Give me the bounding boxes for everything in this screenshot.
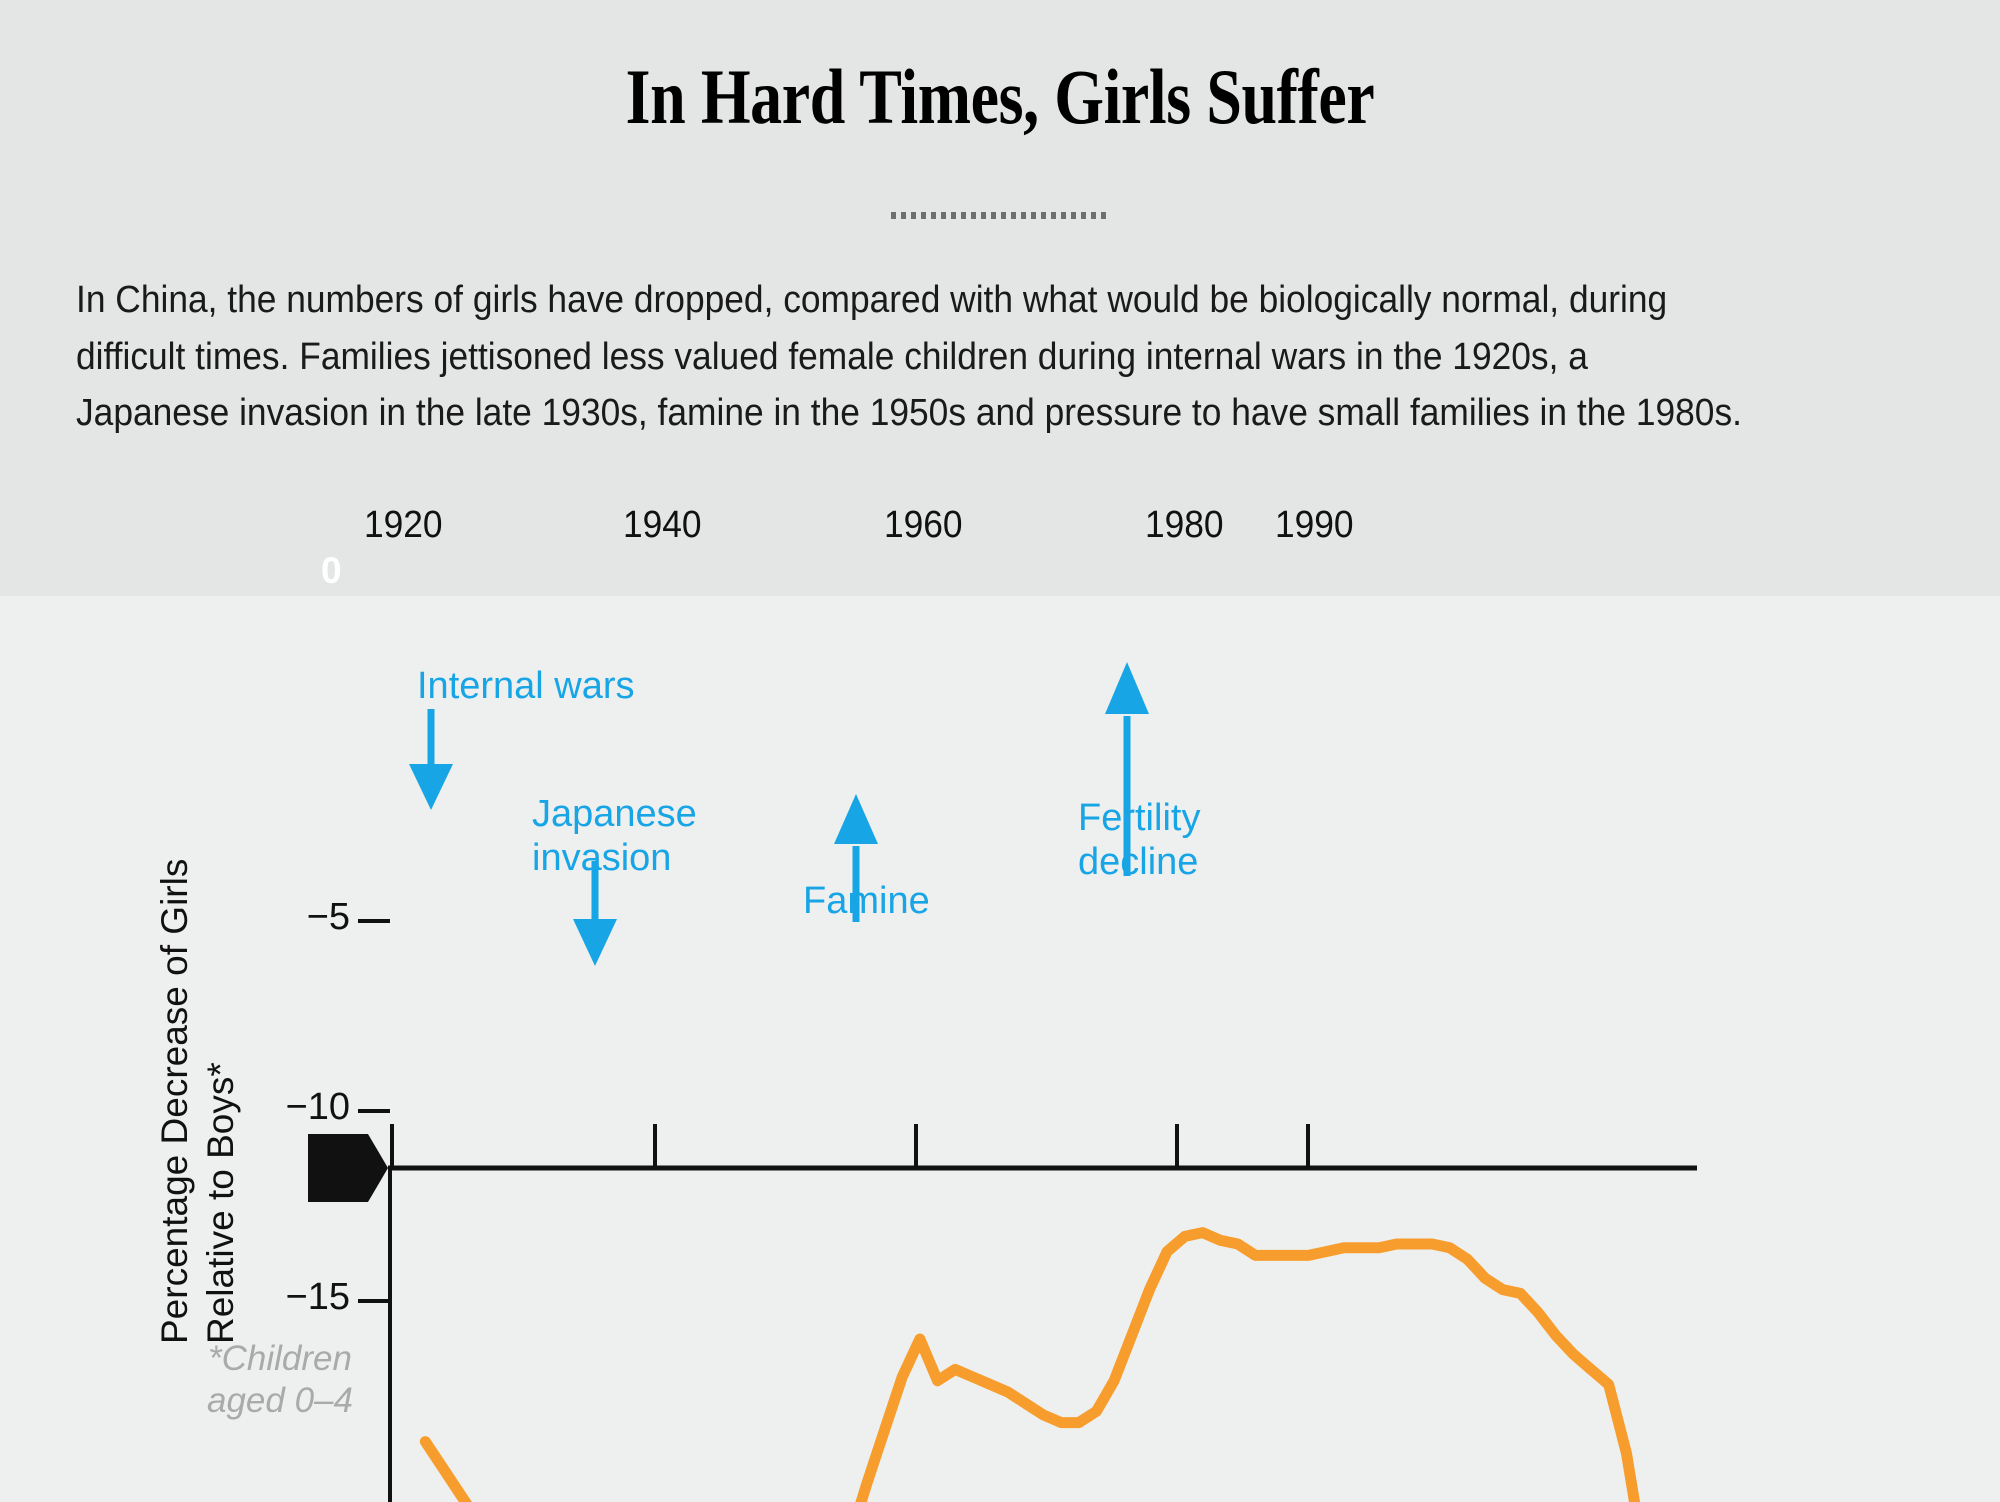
zero-pennant-icon — [308, 1134, 388, 1202]
footnote-line-1: *Children — [208, 1339, 352, 1378]
dotted-divider-icon — [891, 212, 1109, 219]
annotation-label-japanese-invasion: Japanese invasion — [532, 792, 697, 881]
annotation-label-fertility-decline-line-1: Fertility — [1078, 797, 1201, 839]
line-chart — [308, 662, 1697, 1502]
fertility-decline-arrow-icon — [1105, 662, 1149, 876]
footnote-line-2: aged 0–4 — [207, 1381, 353, 1420]
footnote: *Children aged 0–4 — [150, 1338, 410, 1422]
annotation-label-fertility-decline: Fertility decline — [1078, 796, 1200, 885]
data-series-line — [419, 1227, 1641, 1502]
annotation-label-fertility-decline-line-2: decline — [1078, 841, 1199, 884]
x-tick-label-1980: 1980 — [1144, 504, 1224, 546]
japanese-invasion-arrow-icon — [573, 861, 617, 966]
header-block: In Hard Times, Girls Suffer In China, th… — [0, 0, 2000, 596]
famine-arrow-icon — [834, 794, 878, 922]
y-tick-label-minus10: −10 — [285, 1086, 350, 1128]
internal-wars-arrow-icon — [409, 709, 453, 810]
annotation-label-japanese-invasion-line-2: invasion — [532, 837, 672, 880]
y-tick-label-minus5: −5 — [306, 896, 350, 938]
x-tick-label-1990: 1990 — [1274, 504, 1354, 546]
x-tick-label-1960: 1960 — [883, 504, 963, 546]
annotation-arrows — [409, 662, 1149, 966]
x-tick-label-1920: 1920 — [363, 504, 443, 546]
annotation-label-famine: Famine — [803, 880, 930, 922]
chart-surface: Percentage Decrease of Girls Relative to… — [0, 504, 2000, 1502]
annotation-label-internal-wars: Internal wars — [417, 665, 635, 707]
axis-group — [308, 919, 1697, 1502]
annotation-label-japanese-invasion-line-1: Japanese — [532, 793, 697, 835]
x-tick-label-1940: 1940 — [622, 504, 702, 546]
page-title: In Hard Times, Girls Suffer — [625, 53, 1375, 140]
subtitle-paragraph: In China, the numbers of girls have drop… — [76, 279, 1742, 435]
y-tick-label-minus15: −15 — [285, 1276, 350, 1318]
zero-axis-label: 0 — [321, 550, 343, 591]
